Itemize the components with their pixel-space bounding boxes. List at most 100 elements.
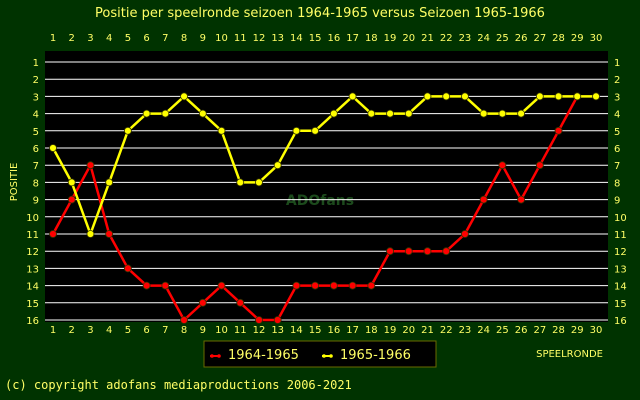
- y-tick-label-right: 2: [614, 75, 620, 86]
- x-tick-label-bottom: 23: [459, 325, 472, 336]
- x-tick-label-bottom: 27: [533, 325, 546, 336]
- copyright-text: (c) copyright adofans mediaproductions 2…: [5, 378, 352, 392]
- x-tick-label-top: 8: [181, 33, 187, 44]
- data-point: [105, 178, 114, 187]
- y-tick-label-right: 12: [614, 247, 627, 258]
- x-tick-label-bottom: 20: [402, 325, 415, 336]
- x-tick-label-bottom: 6: [143, 325, 149, 336]
- data-point: [386, 247, 394, 256]
- y-axis-label: POSITIE: [9, 163, 20, 202]
- x-tick-label-top: 10: [215, 33, 228, 44]
- y-tick-label-left: 2: [33, 75, 39, 86]
- x-tick-label-top: 5: [125, 33, 131, 44]
- data-point: [479, 195, 488, 204]
- data-point: [367, 109, 376, 118]
- data-point: [348, 92, 357, 101]
- y-tick-label-right: 8: [614, 178, 620, 189]
- x-tick-label-bottom: 18: [365, 325, 378, 336]
- x-tick-label-top: 18: [365, 33, 378, 44]
- data-point: [311, 126, 320, 135]
- x-tick-label-top: 2: [69, 33, 75, 44]
- data-point: [404, 109, 413, 118]
- data-point: [479, 109, 488, 118]
- y-tick-label-left: 12: [26, 247, 39, 258]
- series-group: [49, 92, 600, 324]
- data-point: [498, 161, 507, 170]
- x-tick-label-top: 28: [552, 33, 565, 44]
- x-tick-label-top: 12: [253, 33, 266, 44]
- plot-area: [45, 51, 608, 322]
- x-tick-label-bottom: 29: [571, 325, 584, 336]
- data-point: [67, 195, 76, 204]
- x-tick-label-bottom: 15: [309, 325, 322, 336]
- x-tick-label-bottom: 5: [125, 325, 131, 336]
- data-point: [161, 281, 170, 290]
- y-tick-label-right: 15: [614, 299, 627, 310]
- x-tick-label-bottom: 25: [496, 325, 509, 336]
- data-point: [592, 92, 600, 101]
- data-point: [105, 230, 114, 238]
- y-tick-label-left: 4: [33, 110, 39, 121]
- data-point: [329, 281, 338, 290]
- data-point: [554, 126, 563, 135]
- data-point: [348, 281, 357, 290]
- data-point: [311, 281, 320, 290]
- x-tick-label-top: 25: [496, 33, 509, 44]
- x-tick-label-top: 7: [162, 33, 168, 44]
- data-point: [255, 316, 263, 324]
- x-tick-label-bottom: 10: [215, 325, 228, 336]
- series-1964-1965: [49, 92, 582, 324]
- x-tick-label-bottom: 12: [253, 325, 266, 336]
- x-tick-label-bottom: 13: [271, 325, 284, 336]
- y-tick-label-right: 7: [614, 161, 620, 172]
- x-tick-label-bottom: 28: [552, 325, 565, 336]
- x-tick-label-top: 9: [200, 33, 206, 44]
- data-point: [535, 161, 544, 170]
- data-point: [461, 92, 469, 101]
- x-tick-label-bottom: 17: [346, 325, 359, 336]
- x-tick-label-bottom: 2: [69, 325, 75, 336]
- x-tick-label-top: 4: [106, 33, 112, 44]
- x-tick-label-top: 1: [50, 33, 56, 44]
- legend-marker: [329, 354, 333, 358]
- legend-label: 1965-1966: [340, 348, 411, 363]
- plot-background: [45, 51, 608, 322]
- y-tick-label-right: 4: [614, 110, 620, 121]
- data-point: [367, 281, 376, 290]
- legend: 1964-1965 1965-1966: [203, 340, 437, 368]
- y-tick-label-left: 11: [26, 230, 39, 241]
- data-point: [442, 247, 451, 256]
- y-tick-label-left: 16: [26, 316, 39, 327]
- y-tick-label-right: 1: [614, 58, 620, 69]
- x-tick-label-top: 11: [234, 33, 247, 44]
- data-point: [273, 161, 282, 170]
- data-point: [423, 247, 432, 256]
- data-point: [517, 109, 526, 118]
- y-tick-label-left: 10: [26, 213, 39, 224]
- x-tick-label-bottom: 3: [87, 325, 93, 336]
- data-point: [573, 92, 582, 101]
- x-tick-label-top: 23: [459, 33, 472, 44]
- x-tick-label-bottom: 11: [234, 325, 247, 336]
- data-point: [386, 109, 394, 118]
- x-tick-label-bottom: 1: [50, 325, 56, 336]
- x-tick-label-top: 19: [384, 33, 397, 44]
- data-point: [273, 316, 282, 324]
- data-point: [49, 230, 57, 238]
- x-tick-label-bottom: 26: [515, 325, 528, 336]
- y-tick-label-left: 6: [33, 144, 39, 155]
- data-point: [255, 178, 263, 187]
- y-tick-label-right: 9: [614, 196, 620, 207]
- x-tick-label-top: 20: [402, 33, 415, 44]
- data-point: [142, 281, 151, 290]
- y-tick-label-left: 13: [26, 264, 39, 275]
- x-tick-label-bottom: 8: [181, 325, 187, 336]
- data-point: [123, 264, 132, 273]
- x-tick-label-top: 15: [309, 33, 322, 44]
- x-tick-label-bottom: 22: [440, 325, 453, 336]
- x-tick-label-top: 27: [533, 33, 546, 44]
- watermark: ADOfans: [286, 193, 354, 209]
- legend-label: 1964-1965: [228, 348, 299, 363]
- x-tick-label-bottom: 24: [477, 325, 490, 336]
